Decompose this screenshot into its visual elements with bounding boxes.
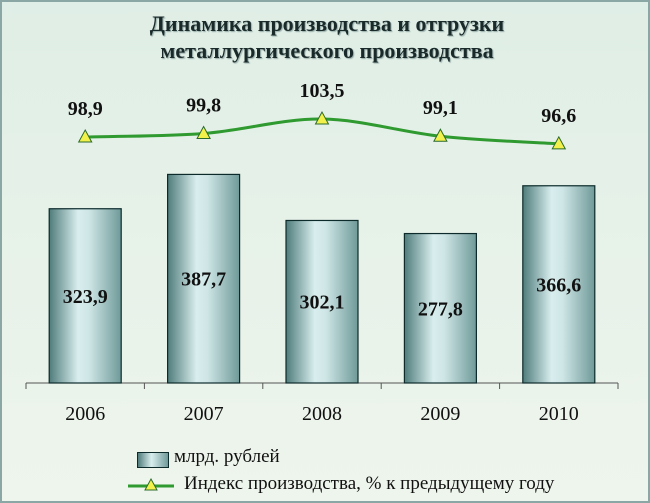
chart-title: Динамика производства и отгрузки металлу… bbox=[2, 10, 650, 64]
line-value-label: 103,5 bbox=[300, 80, 345, 102]
line-marker bbox=[196, 125, 211, 139]
chart-title-line-1: Динамика производства и отгрузки bbox=[149, 11, 505, 36]
x-tick-label: 2008 bbox=[302, 403, 342, 425]
legend-label-bars: млрд. рублей bbox=[174, 446, 280, 467]
line-marker bbox=[433, 128, 448, 142]
x-tick-label: 2006 bbox=[65, 403, 105, 425]
chart-legend: млрд. рублей Индекс производства, % к пр… bbox=[126, 446, 626, 500]
bar-value-label: 323,9 bbox=[63, 286, 108, 308]
legend-swatch-bar bbox=[137, 452, 169, 468]
line-value-label: 99,1 bbox=[423, 97, 458, 119]
bar-value-label: 366,6 bbox=[536, 274, 581, 296]
x-tick-label: 2007 bbox=[184, 403, 224, 425]
bar-value-label: 387,7 bbox=[181, 269, 226, 291]
chart-title-line-2: металлургического производства bbox=[160, 38, 494, 63]
line-value-label: 96,6 bbox=[541, 105, 576, 127]
bar-value-label: 277,8 bbox=[418, 298, 463, 320]
bar-value-label: 302,1 bbox=[300, 292, 345, 314]
bar bbox=[403, 232, 477, 384]
line-value-label: 98,9 bbox=[68, 98, 103, 120]
legend-label-line: Индекс производства, % к предыдущему год… bbox=[184, 473, 555, 494]
x-tick-label: 2010 bbox=[539, 403, 579, 425]
bar bbox=[522, 185, 596, 384]
x-tick-label: 2009 bbox=[420, 403, 460, 425]
bar bbox=[48, 208, 122, 384]
legend-swatch-line bbox=[128, 477, 174, 491]
bar bbox=[167, 173, 241, 384]
line-marker bbox=[77, 128, 93, 143]
bar bbox=[285, 219, 359, 384]
line-value-label: 99,8 bbox=[186, 94, 221, 116]
line-marker bbox=[551, 135, 567, 150]
line-marker bbox=[314, 111, 330, 125]
legend-item-line: Индекс производства, % к предыдущему год… bbox=[126, 473, 626, 500]
legend-item-bars: млрд. рублей bbox=[126, 446, 626, 473]
